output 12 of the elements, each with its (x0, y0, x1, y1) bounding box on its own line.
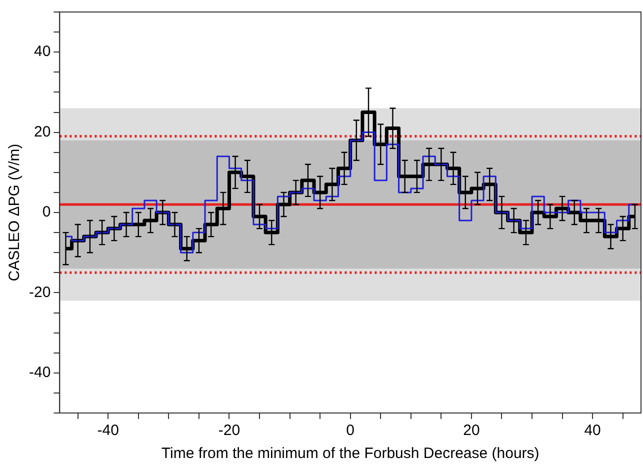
x-tick-label: 40 (584, 422, 601, 440)
x-tick-label: 20 (463, 422, 480, 440)
y-axis-title: CASLEO ΔPG (V/m) (6, 144, 24, 282)
x-tick-label: -20 (218, 422, 240, 440)
x-axis-title: Time from the minimum of the Forbush Decrease (hours) (161, 445, 540, 462)
y-tick-label: -20 (28, 284, 51, 301)
y-tick-label: 40 (34, 43, 51, 60)
y-tick-label: 20 (34, 123, 51, 140)
x-tick-label: 0 (346, 422, 355, 440)
x-tick-label: -40 (97, 422, 119, 440)
y-tick-label: 0 (42, 204, 51, 221)
y-tick-label: -40 (28, 364, 51, 382)
